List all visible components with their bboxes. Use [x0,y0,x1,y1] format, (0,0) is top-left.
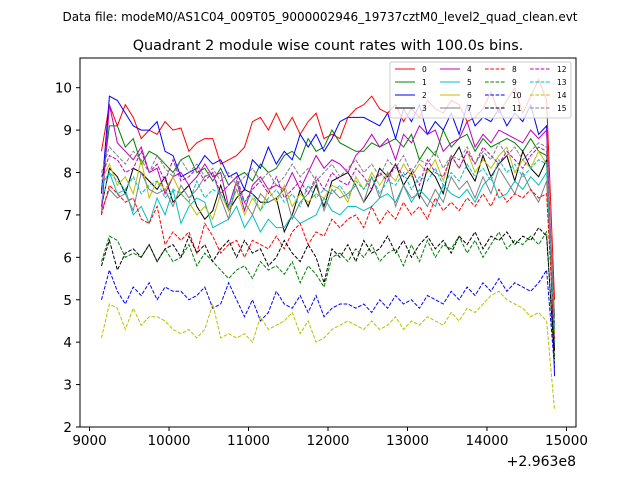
y-tick-label: 3 [63,378,72,394]
series-line-6 [101,146,556,334]
x-axis: 9000 10000 11000 12000 13000 14000 15000 [72,427,588,449]
x-tick-label: 11000 [227,433,270,449]
y-axis: 2 3 4 5 6 7 8 9 10 [55,81,80,436]
legend-label-9: 9 [512,78,517,87]
legend-label-13: 13 [557,78,567,87]
series-line-3 [100,145,556,351]
legend-label-12: 12 [557,65,567,74]
series-line-12 [100,146,556,326]
legend-label-0: 0 [422,65,427,74]
plot-area [79,57,577,428]
y-tick-label: 4 [63,335,72,351]
y-tick-label: 9 [63,123,72,139]
y-tick-label: 8 [63,166,72,182]
y-tick-label: 5 [63,293,72,309]
series-line-5 [101,170,556,343]
legend-label-4: 4 [467,65,472,74]
legend-label-2: 2 [422,91,427,100]
x-tick-label: 14000 [465,433,508,449]
series-line-4 [100,104,556,338]
series-line-13 [100,158,556,330]
legend-label-3: 3 [422,104,427,113]
legend-label-7: 7 [467,104,472,113]
y-tick-label: 7 [63,208,72,224]
legend-label-14: 14 [557,91,567,100]
legend-label-11: 11 [512,104,522,113]
y-tick-label: 2 [63,420,72,436]
x-tick-label: 10000 [148,433,191,449]
series-line-8 [100,184,556,343]
chart-title: Quadrant 2 module wise count rates with … [133,38,524,54]
series-layer [100,77,556,411]
x-tick-label: 13000 [386,433,429,449]
legend-label-6: 6 [467,91,472,100]
x-tick-label: 12000 [307,433,350,449]
series-line-15 [100,141,556,321]
x-tick-label: 9000 [72,433,106,449]
x-offset-label: +2.963e8 [507,454,576,470]
x-tick-label: 15000 [545,433,588,449]
legend-label-1: 1 [422,78,427,87]
series-line-9 [100,230,556,364]
legend-label-10: 10 [512,91,522,100]
series-line-14 [100,290,556,411]
series-line-10 [100,268,556,368]
legend-label-15: 15 [557,104,567,113]
legend-label-5: 5 [467,78,472,87]
y-tick-label: 10 [55,81,72,97]
series-line-2 [100,95,556,377]
y-tick-label: 6 [63,250,72,266]
series-line-11 [100,226,556,360]
file-caption: Data file: modeM0/AS1C04_009T05_90000029… [62,10,577,24]
legend-box [389,61,572,119]
series-line-7 [100,167,556,330]
legend-label-8: 8 [512,65,517,74]
